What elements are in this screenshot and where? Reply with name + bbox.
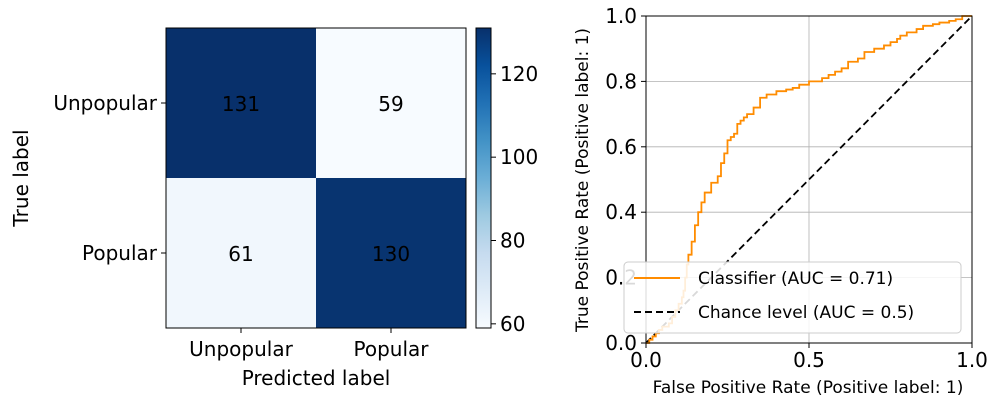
legend-label-chance: Chance level (AUC = 0.5)	[698, 303, 914, 323]
cm-xlabel: Predicted label	[242, 366, 391, 390]
cm-xtick-popular: Popular	[354, 337, 430, 361]
cm-ytick-unpopular: Unpopular	[53, 91, 157, 115]
roc-xticks: 0.0 0.5 1.0	[630, 343, 988, 372]
cm-value-popular-popular: 130	[372, 242, 410, 266]
roc-ytick-label: 0.0	[605, 331, 637, 355]
legend-box	[623, 261, 962, 334]
colorbar-tick-label: 80	[500, 229, 525, 253]
roc-xtick-label: 1.0	[956, 348, 988, 372]
colorbar-tick-label: 100	[500, 145, 538, 169]
cm-frame	[165, 27, 467, 329]
roc-ytick-label: 1.0	[605, 4, 637, 28]
roc-xlabel: False Positive Rate (Positive label: 1)	[653, 378, 964, 398]
cm-cell-unpopular-unpopular	[166, 28, 316, 178]
colorbar: 60 80 100 120	[475, 27, 538, 336]
cm-value-popular-unpopular: 61	[228, 242, 253, 266]
cm-cell-popular-unpopular	[166, 178, 316, 328]
roc-chart: 0.0 0.5 1.0 0.00.20.40.60.81.0 False Posit…	[573, 4, 988, 398]
cm-ylabel: True label	[9, 129, 33, 227]
roc-xtick-label: 0.0	[630, 348, 662, 372]
colorbar-ticks: 60 80 100 120	[491, 62, 538, 336]
colorbar-tick-label: 60	[500, 312, 525, 336]
roc-xtick-label: 0.5	[793, 348, 825, 372]
roc-ytick-label: 0.4	[605, 200, 637, 224]
roc-ytick-label: 0.8	[605, 69, 637, 93]
colorbar-gradient	[475, 27, 492, 329]
cm-ytick-popular: Popular	[82, 241, 158, 265]
cm-value-unpopular-popular: 59	[378, 92, 403, 116]
cm-cell-unpopular-popular	[316, 28, 466, 178]
confusion-matrix: 131 59 61 130 Unpopular Popular Unpopula…	[9, 27, 467, 390]
cm-value-unpopular-unpopular: 131	[222, 92, 260, 116]
cm-xtick-unpopular: Unpopular	[189, 337, 293, 361]
roc-ylabel: True Positive Rate (Positive label: 1)	[573, 28, 593, 333]
colorbar-tick-label: 120	[500, 62, 538, 86]
cm-cell-popular-popular	[316, 178, 466, 328]
roc-legend: Classifier (AUC = 0.71) Chance level (AU…	[623, 261, 962, 334]
roc-ytick-label: 0.6	[605, 135, 637, 159]
legend-label-classifier: Classifier (AUC = 0.71)	[698, 269, 893, 289]
